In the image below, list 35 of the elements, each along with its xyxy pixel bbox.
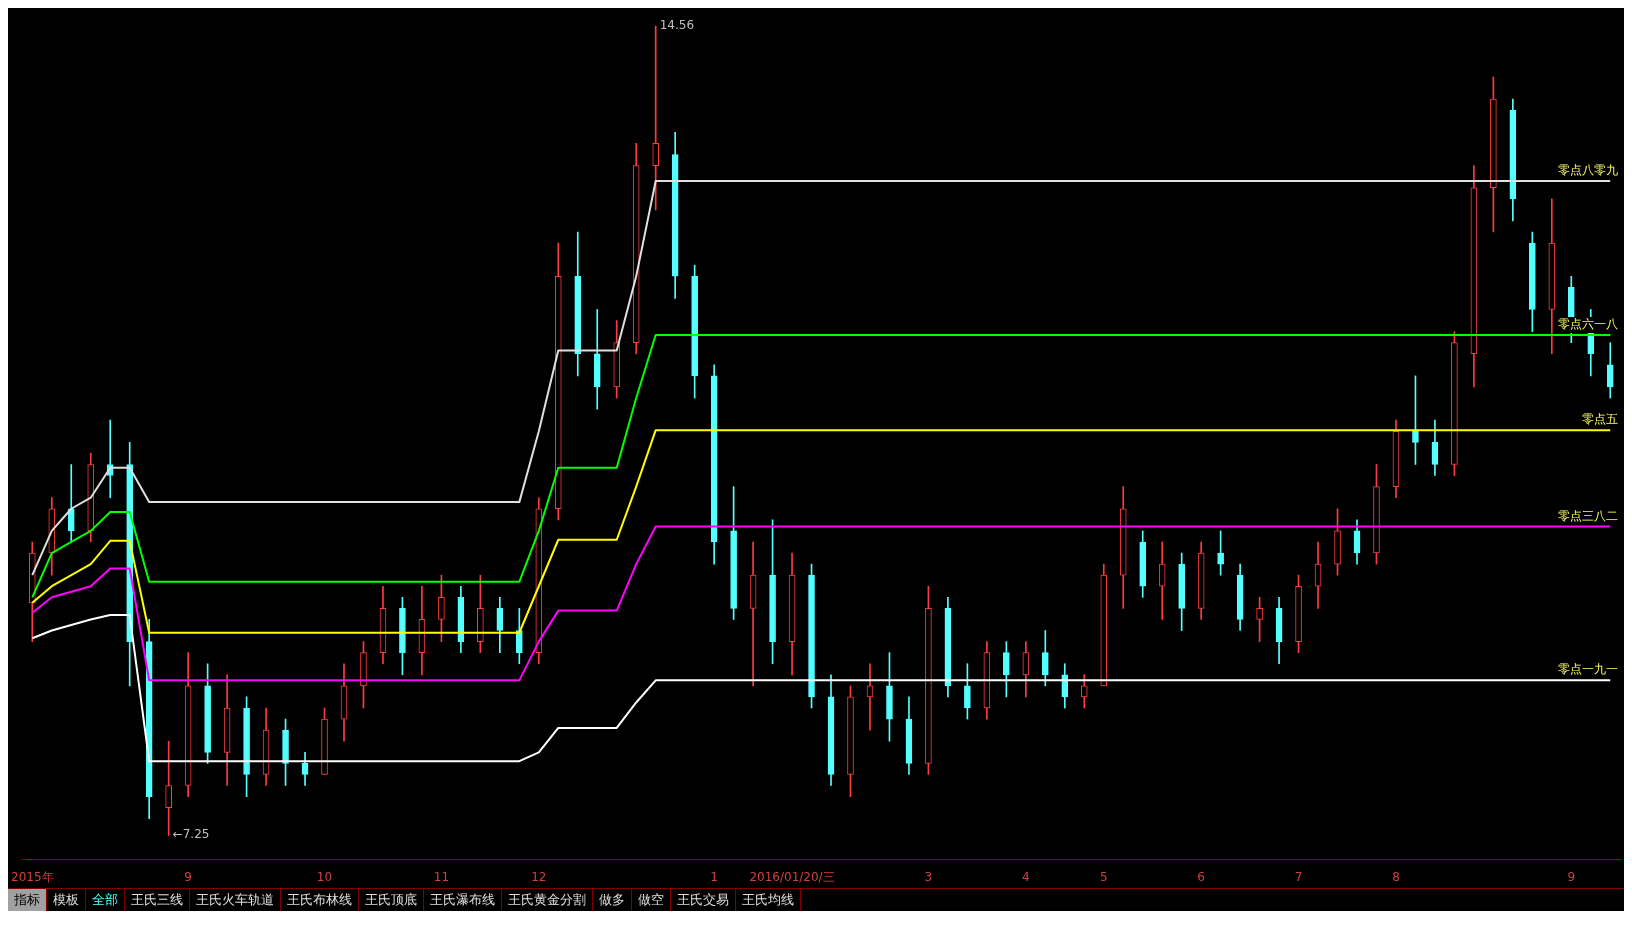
x-tick-label: 9 bbox=[184, 869, 192, 884]
text: 做空 bbox=[632, 889, 671, 911]
x-tick-label: 12 bbox=[531, 869, 547, 884]
text: 王氏布林线 bbox=[281, 889, 359, 911]
x-tick-label: 6 bbox=[1197, 869, 1205, 884]
x-tick-label: 1 bbox=[710, 869, 718, 884]
text: 全部 bbox=[86, 889, 125, 911]
series-label: 零点八零九 bbox=[1558, 163, 1618, 178]
series-label: 零点五 bbox=[1582, 412, 1618, 427]
text: 王氏黄金分割 bbox=[502, 889, 593, 911]
text: 模板 bbox=[47, 889, 86, 911]
text: 王氏交易 bbox=[671, 889, 736, 911]
x-tick-label: 4 bbox=[1022, 869, 1030, 884]
series-label: 零点一九一 bbox=[1558, 662, 1618, 677]
annotation: ←7.25 bbox=[172, 827, 210, 842]
x-tick-label: 2016/01/20/三 bbox=[749, 869, 835, 884]
annotation: 14.56 bbox=[659, 18, 695, 33]
text: 指标 bbox=[8, 889, 47, 911]
x-tick-label: 7 bbox=[1294, 869, 1303, 884]
text: 做多 bbox=[593, 889, 632, 911]
series-label: 零点六一八 bbox=[1558, 317, 1618, 332]
x-tick-label: 5 bbox=[1099, 869, 1108, 884]
candlestick bbox=[652, 25, 660, 211]
x-tick-label: 11 bbox=[433, 869, 450, 884]
x-tick-label: 9 bbox=[1567, 869, 1576, 884]
text: 王氏瀑布线 bbox=[424, 889, 502, 911]
x-tick-label: 8 bbox=[1392, 869, 1400, 884]
x-tick-label: 2015年 bbox=[11, 869, 54, 884]
text: 王氏火车轨道 bbox=[190, 889, 281, 911]
series-label: 零点三八二 bbox=[1558, 508, 1618, 523]
text: 王氏顶底 bbox=[359, 889, 424, 911]
x-tick-label: 10 bbox=[316, 869, 333, 884]
text: 王氏三线 bbox=[125, 889, 190, 911]
text: 王氏均线 bbox=[736, 889, 801, 911]
x-tick-label: 3 bbox=[924, 869, 933, 884]
